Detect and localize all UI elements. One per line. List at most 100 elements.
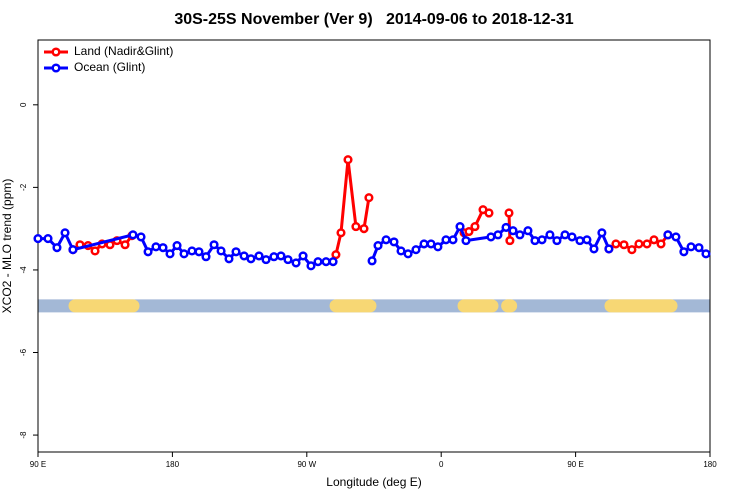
data-point [441,235,451,245]
y-tick-label: -2 [19,183,28,191]
data-point [179,249,189,259]
data-point [359,224,369,234]
data-point [671,232,681,242]
data-point [505,236,515,246]
data-point [128,230,138,240]
data-point [389,237,399,247]
data-point [501,222,511,232]
data-point [611,239,621,249]
y-axis-title: XCO2 - MLO trend (ppm) [0,179,14,314]
data-point [567,232,577,242]
data-point [486,232,496,242]
data-point [589,244,599,254]
data-point [68,245,78,255]
data-point [246,254,256,264]
data-point [201,252,211,262]
data-point [461,236,471,246]
data-point [321,257,331,267]
x-tick-label: 90 W [297,460,316,469]
data-point [464,227,474,237]
data-point [151,242,161,252]
legend-marker [51,63,61,73]
data-point [396,246,406,256]
data-point [649,235,659,245]
data-point [597,228,607,238]
data-point [269,252,279,262]
data-point [679,247,689,257]
data-point [224,254,234,264]
data-point [216,246,226,256]
data-point [194,247,204,257]
data-point [313,257,323,267]
data-point [604,244,614,254]
y-tick-label: -6 [19,348,28,356]
data-point [634,239,644,249]
data-point [261,255,271,265]
data-point [336,228,346,238]
y-tick-label: -4 [19,266,28,274]
data-point [60,228,70,238]
data-point [33,234,43,244]
data-point [523,226,533,236]
data-point [276,251,286,261]
x-axis-title: Longitude (deg E) [326,475,421,489]
data-point [187,246,197,256]
legend-marker [51,47,61,57]
data-point [552,236,562,246]
data-point [560,230,570,240]
data-point [306,261,316,271]
data-point [530,236,540,246]
data-point [484,208,494,218]
data-point [545,230,555,240]
data-point [231,247,241,257]
data-point [209,240,219,250]
data-point [254,251,264,261]
data-point [656,239,666,249]
x-tick-label: 90 E [567,460,583,469]
data-point [419,239,429,249]
data-point [381,235,391,245]
data-point [120,240,130,250]
data-point [619,240,629,250]
data-point [582,235,592,245]
data-point [90,246,100,256]
data-point [470,222,480,232]
x-tick-label: 0 [439,460,444,469]
data-point [642,239,652,249]
data-point [433,242,443,252]
data-point [686,242,696,252]
data-point [694,243,704,253]
data-point [455,222,465,232]
data-point [493,230,503,240]
data-point [331,250,341,260]
data-point [165,249,175,259]
data-point [515,230,525,240]
data-point [298,251,308,261]
data-point [701,249,711,259]
data-point [351,222,361,232]
data-point [172,241,182,251]
y-tick-label: -8 [19,431,28,439]
data-point [627,245,637,255]
data-point [143,247,153,257]
data-point [52,243,62,253]
data-point [343,155,353,165]
data-point [426,239,436,249]
legend-label: Land (Nadir&Glint) [74,44,173,58]
x-tick-label: 180 [703,460,717,469]
data-point [136,232,146,242]
data-point [291,258,301,268]
data-point [448,235,458,245]
data-point [411,245,421,255]
legend-label: Ocean (Glint) [74,60,145,74]
data-point [43,234,53,244]
x-tick-label: 180 [166,460,180,469]
data-point [367,256,377,266]
data-point [537,235,547,245]
data-point [283,255,293,265]
data-point [504,208,514,218]
data-point [403,249,413,259]
data-point [575,236,585,246]
x-tick-label: 90 E [30,460,46,469]
